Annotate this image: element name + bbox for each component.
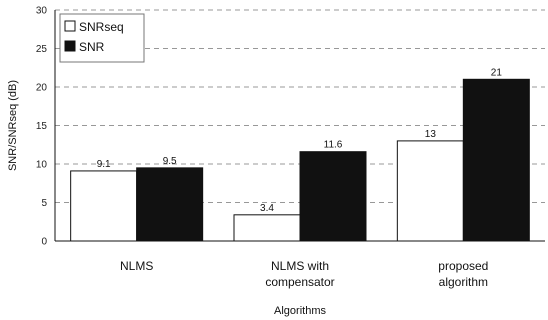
y-tick-label: 20 [36, 83, 48, 94]
legend-label-snr: SNR [79, 40, 105, 54]
data-label: 21 [491, 67, 503, 78]
y-tick-label: 25 [36, 44, 48, 55]
bar-snr-1 [136, 167, 204, 242]
bar-snr-3 [462, 78, 530, 242]
y-tick-label: 10 [36, 160, 48, 171]
y-axis-title: SNR/SNRseq (dB) [7, 80, 19, 171]
data-label: 3.4 [260, 203, 274, 214]
data-label: 11.6 [324, 140, 343, 151]
data-labels: 9.1 9.5 3.4 11.6 13 21 [97, 67, 503, 214]
data-label: 9.1 [97, 159, 111, 170]
category-label: algorithm [439, 275, 488, 289]
legend: SNRseq SNR [59, 13, 145, 63]
bar-snrseq-2 [233, 214, 301, 242]
y-tick-label: 0 [41, 237, 47, 248]
category-label: compensator [265, 275, 334, 289]
y-tick-labels: 0 5 10 15 20 25 30 [36, 6, 48, 248]
category-labels: NLMS NLMS with compensator proposed algorith… [120, 259, 488, 289]
category-label: NLMS with [271, 259, 329, 273]
legend-label-snrseq: SNRseq [79, 20, 124, 34]
legend-swatch-snrseq [64, 20, 76, 32]
category-label: NLMS [120, 259, 153, 273]
data-label: 9.5 [163, 156, 177, 167]
data-label: 13 [425, 129, 437, 140]
legend-swatch-snr [64, 40, 76, 52]
y-tick-label: 15 [36, 121, 48, 132]
bars-group [70, 78, 530, 242]
y-tick-label: 5 [41, 198, 47, 209]
x-axis-title: Algorithms [274, 305, 326, 317]
bar-snr-2 [299, 151, 367, 242]
bar-snrseq-3 [396, 140, 464, 242]
bar-snrseq-1 [70, 170, 138, 242]
axes-group [54, 10, 545, 242]
category-label: proposed [438, 259, 488, 273]
y-tick-label: 30 [36, 6, 48, 17]
